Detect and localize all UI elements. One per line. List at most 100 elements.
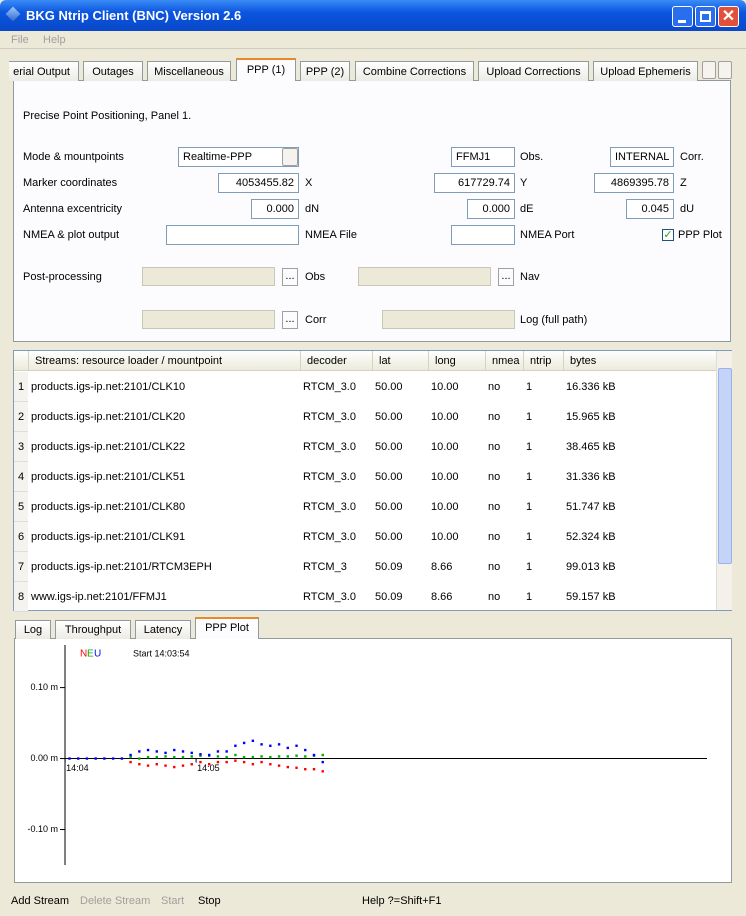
- table-cell[interactable]: 52.324 kB: [566, 530, 616, 544]
- browse-button[interactable]: ...: [282, 268, 298, 286]
- table-cell[interactable]: no: [488, 530, 500, 544]
- tab[interactable]: PPP (2): [300, 61, 350, 81]
- tab[interactable]: Upload Ephemeris: [593, 61, 698, 81]
- table-cell[interactable]: 10.00: [431, 410, 459, 424]
- table-cell[interactable]: RTCM_3: [303, 560, 347, 574]
- x-input[interactable]: 4053455.82: [218, 173, 299, 193]
- table-cell[interactable]: products.igs-ip.net:2101/CLK10: [31, 380, 185, 394]
- table-cell[interactable]: no: [488, 500, 500, 514]
- table-cell[interactable]: RTCM_3.0: [303, 410, 356, 424]
- table-cell[interactable]: products.igs-ip.net:2101/CLK22: [31, 440, 185, 454]
- plot-tab[interactable]: Throughput: [55, 620, 131, 639]
- table-cell[interactable]: 59.157 kB: [566, 590, 616, 604]
- browse-button[interactable]: ...: [498, 268, 514, 286]
- table-cell[interactable]: 31.336 kB: [566, 470, 616, 484]
- table-cell[interactable]: 1: [526, 470, 532, 484]
- tab[interactable]: Miscellaneous: [147, 61, 231, 81]
- tab-scroll-left[interactable]: [702, 61, 716, 79]
- combo-arrow[interactable]: [282, 148, 298, 166]
- column-header-label[interactable]: lat: [379, 354, 391, 368]
- table-cell[interactable]: products.igs-ip.net:2101/CLK80: [31, 500, 185, 514]
- dn-input[interactable]: 0.000: [251, 199, 299, 219]
- table-cell[interactable]: no: [488, 440, 500, 454]
- de-input[interactable]: 0.000: [467, 199, 515, 219]
- menu-item[interactable]: Help: [43, 33, 66, 47]
- column-header-label[interactable]: ntrip: [530, 354, 551, 368]
- status-button[interactable]: Add Stream: [11, 894, 69, 908]
- table-cell[interactable]: 10.00: [431, 500, 459, 514]
- table-cell[interactable]: 10.00: [431, 530, 459, 544]
- table-cell[interactable]: 1: [526, 560, 532, 574]
- table-cell[interactable]: 10.00: [431, 470, 459, 484]
- plot-tab[interactable]: Log: [15, 620, 51, 639]
- table-cell[interactable]: 8.66: [431, 590, 452, 604]
- nmea-port-input[interactable]: [451, 225, 515, 245]
- table-cell[interactable]: 8.66: [431, 560, 452, 574]
- tab[interactable]: Upload Corrections: [478, 61, 589, 81]
- ppp-plot-checkbox[interactable]: ✓: [662, 229, 674, 241]
- table-cell[interactable]: RTCM_3.0: [303, 380, 356, 394]
- table-cell[interactable]: no: [488, 380, 500, 394]
- table-cell[interactable]: 50.00: [375, 500, 403, 514]
- table-cell[interactable]: products.igs-ip.net:2101/CLK20: [31, 410, 185, 424]
- y-input[interactable]: 617729.74: [434, 173, 515, 193]
- table-cell[interactable]: 51.747 kB: [566, 500, 616, 514]
- table-cell[interactable]: 50.00: [375, 440, 403, 454]
- plot-tab[interactable]: PPP Plot: [195, 617, 259, 639]
- table-cell[interactable]: 10.00: [431, 440, 459, 454]
- tab[interactable]: Outages: [83, 61, 143, 81]
- table-cell[interactable]: no: [488, 560, 500, 574]
- table-cell[interactable]: 50.09: [375, 560, 403, 574]
- table-cell[interactable]: products.igs-ip.net:2101/CLK91: [31, 530, 185, 544]
- column-header-label[interactable]: long: [435, 354, 456, 368]
- table-cell[interactable]: no: [488, 590, 500, 604]
- table-cell[interactable]: www.igs-ip.net:2101/FFMJ1: [31, 590, 167, 604]
- table-cell[interactable]: 1: [526, 410, 532, 424]
- table-cell[interactable]: RTCM_3.0: [303, 500, 356, 514]
- table-cell[interactable]: products.igs-ip.net:2101/RTCM3EPH: [31, 560, 212, 574]
- column-header-label[interactable]: nmea: [492, 354, 520, 368]
- column-header-label[interactable]: bytes: [570, 354, 596, 368]
- mode-combo[interactable]: Realtime-PPP: [178, 147, 299, 167]
- tab[interactable]: Combine Corrections: [355, 61, 474, 81]
- table-cell[interactable]: 38.465 kB: [566, 440, 616, 454]
- table-cell[interactable]: 1: [526, 530, 532, 544]
- table-cell[interactable]: 1: [526, 380, 532, 394]
- table-cell[interactable]: products.igs-ip.net:2101/CLK51: [31, 470, 185, 484]
- table-cell[interactable]: 1: [526, 590, 532, 604]
- table-cell[interactable]: RTCM_3.0: [303, 530, 356, 544]
- table-cell[interactable]: 50.09: [375, 590, 403, 604]
- menu-item[interactable]: File: [11, 33, 29, 47]
- tab-scroll-right[interactable]: [718, 61, 732, 79]
- column-header-label[interactable]: decoder: [307, 354, 347, 368]
- du-input[interactable]: 0.045: [626, 199, 674, 219]
- table-cell[interactable]: 50.00: [375, 530, 403, 544]
- plot-tab[interactable]: Latency: [135, 620, 191, 639]
- table-cell[interactable]: no: [488, 470, 500, 484]
- table-cell[interactable]: 10.00: [431, 380, 459, 394]
- table-cell[interactable]: 99.013 kB: [566, 560, 616, 574]
- nmea-file-input[interactable]: [166, 225, 299, 245]
- tab[interactable]: erial Output: [9, 61, 79, 81]
- table-cell[interactable]: 50.00: [375, 410, 403, 424]
- tab[interactable]: PPP (1): [236, 58, 296, 81]
- table-cell[interactable]: 50.00: [375, 470, 403, 484]
- browse-button[interactable]: ...: [282, 311, 298, 329]
- column-header-label[interactable]: Streams: resource loader / mountpoint: [35, 354, 222, 368]
- table-cell[interactable]: RTCM_3.0: [303, 440, 356, 454]
- status-button[interactable]: Delete Stream: [80, 894, 150, 908]
- table-cell[interactable]: 15.965 kB: [566, 410, 616, 424]
- status-button[interactable]: Stop: [198, 894, 221, 908]
- table-cell[interactable]: RTCM_3.0: [303, 590, 356, 604]
- z-input[interactable]: 4869395.78: [594, 173, 674, 193]
- table-cell[interactable]: 1: [526, 440, 532, 454]
- obs-mountpoint[interactable]: FFMJ1: [451, 147, 515, 167]
- status-button[interactable]: Start: [161, 894, 184, 908]
- table-cell[interactable]: 16.336 kB: [566, 380, 616, 394]
- table-cell[interactable]: 1: [526, 500, 532, 514]
- data-point: [147, 764, 149, 766]
- table-cell[interactable]: no: [488, 410, 500, 424]
- corr-mountpoint[interactable]: INTERNAL: [610, 147, 674, 167]
- table-cell[interactable]: RTCM_3.0: [303, 470, 356, 484]
- table-cell[interactable]: 50.00: [375, 380, 403, 394]
